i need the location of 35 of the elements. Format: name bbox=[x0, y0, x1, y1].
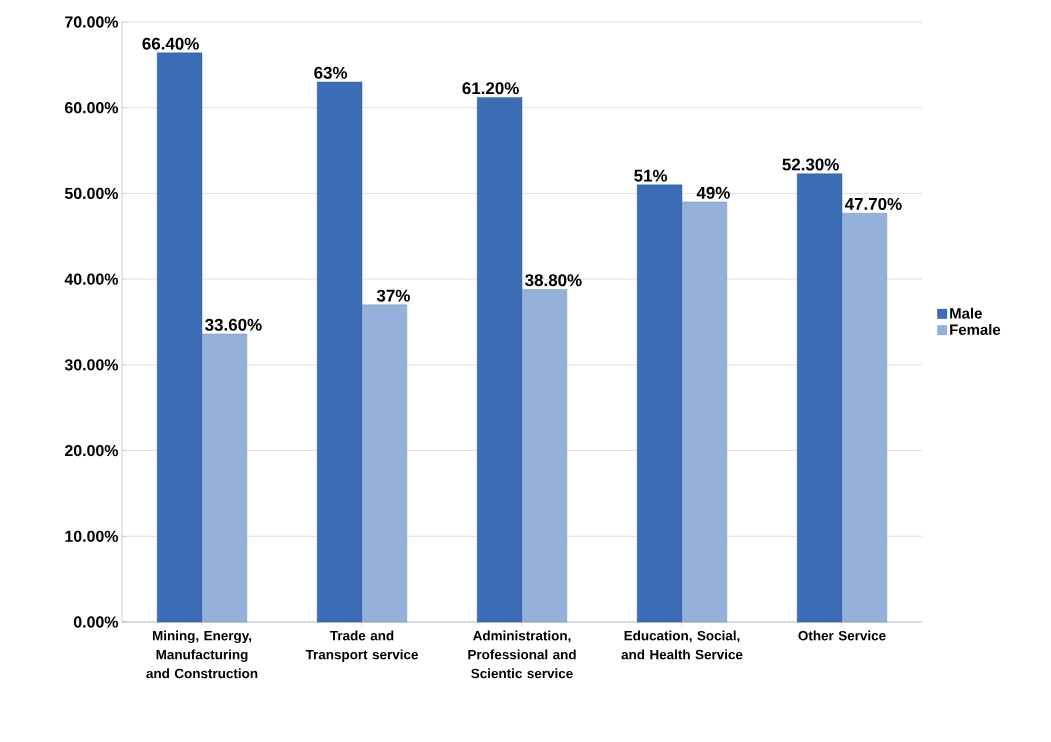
data-label: 66.40% bbox=[142, 37, 199, 50]
data-label: 52.30% bbox=[782, 158, 839, 171]
data-label: 47.70% bbox=[844, 197, 902, 210]
y-tick-label: 50.00% bbox=[64, 187, 119, 200]
y-tick-label: 10.00% bbox=[65, 530, 119, 542]
x-tick-label: Education, Social, and Health Service bbox=[621, 630, 743, 660]
y-tick-label: 20.00% bbox=[64, 444, 119, 457]
bar bbox=[317, 81, 363, 623]
data-label: 38.80% bbox=[525, 274, 582, 287]
bar bbox=[361, 304, 407, 623]
data-label: 37% bbox=[376, 289, 410, 302]
x-tick-label: Trade and Transport service bbox=[305, 630, 418, 662]
legend-label: Female bbox=[950, 323, 1001, 335]
bar bbox=[841, 212, 887, 623]
y-tick-label: 30.00% bbox=[64, 359, 119, 371]
data-label: 51% bbox=[634, 169, 668, 182]
bar bbox=[681, 201, 727, 623]
x-tick-label: Other Service bbox=[798, 630, 886, 641]
y-tick-label: 60.00% bbox=[65, 102, 119, 114]
data-label: 63% bbox=[314, 66, 348, 79]
y-tick-label: 40.00% bbox=[64, 273, 119, 285]
data-label: 49% bbox=[696, 186, 730, 199]
data-label: 33.60% bbox=[205, 318, 262, 331]
x-tick-label: Mining, Energy, Manufacturing and Construction bbox=[146, 630, 258, 679]
bar bbox=[637, 184, 683, 623]
bar bbox=[797, 173, 843, 623]
data-label: 61.20% bbox=[462, 82, 519, 95]
y-tick-label: 0.00% bbox=[73, 616, 119, 628]
bar bbox=[477, 97, 523, 623]
x-tick-label: Administration, Professional and Scientic service bbox=[468, 630, 576, 679]
legend-label: Male bbox=[950, 307, 982, 319]
bar bbox=[521, 289, 567, 623]
bar bbox=[157, 52, 203, 623]
y-tick-label: 70.00% bbox=[65, 16, 119, 28]
bar bbox=[201, 333, 247, 623]
